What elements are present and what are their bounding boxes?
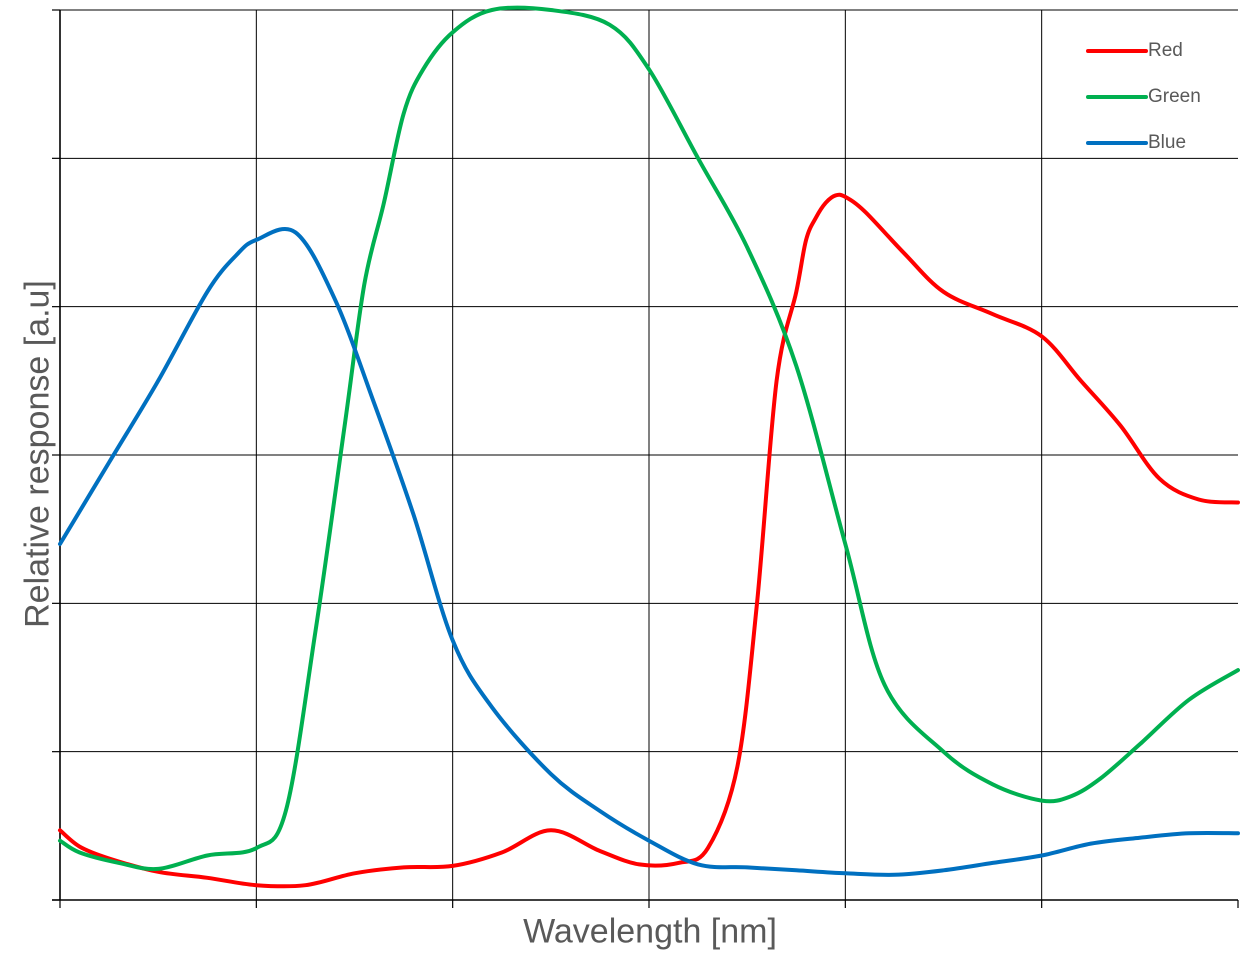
legend-swatch: [1086, 141, 1148, 145]
legend-item-red: Red: [1086, 28, 1236, 74]
axis-ticks: [52, 9, 1239, 908]
legend-swatch: [1086, 95, 1148, 99]
series-line-red: [58, 192, 1240, 889]
x-axis-label: Wavelength [nm]: [523, 912, 777, 951]
legend: Red Green Blue: [1086, 28, 1236, 166]
legend-item-green: Green: [1086, 74, 1236, 120]
legend-label: Blue: [1148, 132, 1187, 153]
legend-label: Red: [1148, 40, 1183, 61]
legend-label: Green: [1148, 86, 1201, 107]
series-line-blue: [58, 226, 1240, 877]
y-axis-label: Relative response [a.u]: [18, 280, 57, 628]
legend-item-blue: Blue: [1086, 120, 1236, 166]
grid-lines: [52, 9, 1238, 901]
series-lines: [58, 5, 1240, 889]
legend-swatch: [1086, 49, 1148, 53]
series-line-green: [58, 5, 1240, 872]
